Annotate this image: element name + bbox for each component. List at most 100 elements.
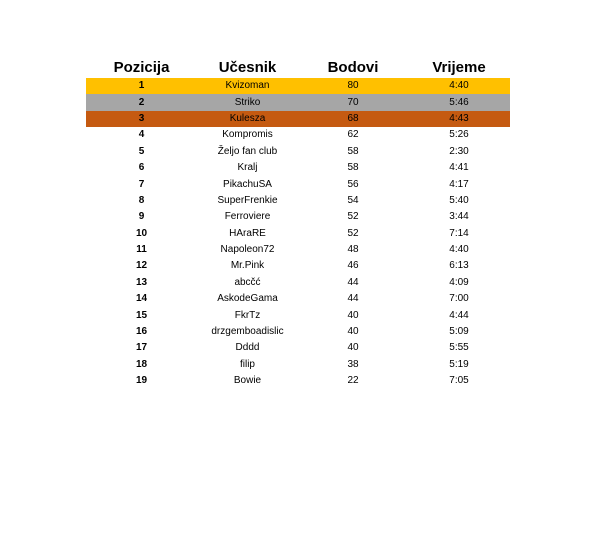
cell-participant: Kvizoman (225, 80, 270, 92)
results-table: Pozicija Učesnik Bodovi Vrijeme 1 Kvizoma… (86, 56, 510, 389)
cell-points: 80 (347, 80, 359, 92)
table-row: 13 abcčć 44 4:09 (86, 275, 510, 291)
cell-participant: Striko (234, 96, 261, 108)
table-row: 8 SuperFrenkie 54 5:40 (86, 193, 510, 209)
cell-points: 40 (347, 309, 359, 321)
cell-position: 8 (138, 194, 145, 206)
header-participant: Učesnik (218, 59, 277, 76)
cell-points: 48 (347, 244, 359, 256)
cell-points: 54 (347, 194, 359, 206)
cell-position: 1 (138, 80, 145, 92)
cell-time: 5:09 (449, 326, 469, 338)
table-row: 16 drzgemboadislic 40 5:09 (86, 324, 510, 340)
cell-points: 52 (347, 211, 359, 223)
table-row: 17 Dddd 40 5:55 (86, 340, 510, 356)
cell-position: 17 (135, 342, 148, 354)
cell-position: 3 (138, 112, 145, 124)
table-row: 5 Željo fan club 58 2:30 (86, 144, 510, 160)
cell-points: 56 (347, 178, 359, 190)
table-row: 18 filip 38 5:19 (86, 357, 510, 373)
cell-time: 5:46 (449, 96, 469, 108)
cell-position: 4 (138, 129, 145, 141)
cell-participant: Napoleon72 (220, 244, 275, 256)
table-row: 3 Kulesza 68 4:43 (86, 110, 510, 128)
cell-participant: HAraRE (229, 227, 266, 239)
cell-participant: Željo fan club (217, 145, 278, 157)
cell-points: 62 (347, 129, 359, 141)
cell-time: 4:41 (449, 162, 469, 174)
cell-participant: PikachuSA (223, 178, 272, 190)
cell-participant: abcčć (234, 276, 261, 288)
cell-participant: Kompromis (222, 129, 273, 141)
cell-participant: filip (239, 358, 255, 370)
cell-time: 4:17 (449, 178, 469, 190)
cell-points: 22 (347, 375, 359, 387)
cell-position: 5 (138, 145, 145, 157)
cell-participant: Kulesza (229, 112, 266, 124)
cell-participant: Kralj (237, 162, 258, 174)
table-row: 1 Kvizoman 80 4:40 (86, 78, 510, 95)
cell-time: 4:09 (449, 276, 469, 288)
cell-points: 40 (347, 342, 359, 354)
table-row: 19 Bowie 22 7:05 (86, 373, 510, 389)
table-row: 15 FkrTz 40 4:44 (86, 307, 510, 323)
cell-points: 58 (347, 162, 359, 174)
table-header: Pozicija Učesnik Bodovi Vrijeme (86, 56, 510, 78)
cell-points: 70 (347, 96, 359, 108)
cell-position: 15 (135, 309, 148, 321)
cell-time: 4:40 (449, 244, 469, 256)
cell-points: 46 (347, 260, 359, 272)
table-row: 7 PikachuSA 56 4:17 (86, 176, 510, 192)
table-row: 9 Ferroviere 52 3:44 (86, 209, 510, 225)
cell-points: 52 (347, 227, 359, 239)
cell-time: 7:00 (449, 293, 469, 305)
cell-participant: Dddd (235, 342, 260, 354)
cell-position: 6 (138, 162, 145, 174)
table-row: 10 HAraRE 52 7:14 (86, 226, 510, 242)
table-row: 14 AskodeGama 44 7:00 (86, 291, 510, 307)
cell-time: 4:44 (449, 309, 469, 321)
cell-position: 9 (138, 211, 145, 223)
cell-position: 2 (138, 96, 145, 108)
cell-points: 44 (347, 276, 359, 288)
cell-time: 3:44 (449, 211, 469, 223)
cell-position: 7 (138, 178, 145, 190)
table-row: 2 Striko 70 5:46 (86, 94, 510, 111)
cell-position: 19 (135, 375, 148, 387)
cell-time: 7:14 (449, 227, 469, 239)
header-position: Pozicija (113, 59, 170, 76)
cell-participant: Mr.Pink (230, 260, 265, 272)
cell-time: 4:43 (449, 112, 469, 124)
cell-position: 10 (135, 227, 148, 239)
cell-participant: AskodeGama (217, 293, 278, 305)
cell-position: 16 (135, 326, 148, 338)
cell-time: 4:40 (449, 80, 469, 92)
cell-time: 5:26 (449, 129, 469, 141)
header-points: Bodovi (327, 59, 379, 76)
table-row: 12 Mr.Pink 46 6:13 (86, 258, 510, 274)
cell-points: 58 (347, 145, 359, 157)
cell-time: 5:55 (449, 342, 469, 354)
table-body: 1 Kvizoman 80 4:40 2 Striko 70 5:46 3 Kulesza 68 4:… (86, 78, 510, 389)
cell-points: 38 (347, 358, 359, 370)
table-row: 6 Kralj 58 4:41 (86, 160, 510, 176)
table-row: 4 Kompromis 62 5:26 (86, 127, 510, 143)
cell-time: 7:05 (449, 375, 469, 387)
table-row: 11 Napoleon72 48 4:40 (86, 242, 510, 258)
cell-position: 12 (135, 260, 148, 272)
cell-points: 68 (347, 112, 359, 124)
cell-points: 40 (347, 326, 359, 338)
cell-position: 13 (135, 276, 148, 288)
cell-participant: Ferroviere (224, 211, 271, 223)
cell-position: 14 (135, 293, 148, 305)
cell-participant: drzgemboadislic (211, 326, 284, 338)
cell-time: 5:40 (449, 194, 469, 206)
cell-participant: SuperFrenkie (217, 194, 278, 206)
cell-time: 2:30 (449, 145, 469, 157)
cell-participant: FkrTz (234, 309, 261, 321)
cell-time: 5:19 (449, 358, 469, 370)
cell-position: 11 (136, 244, 147, 256)
cell-participant: Bowie (233, 375, 262, 387)
cell-points: 44 (347, 293, 359, 305)
header-time: Vrijeme (432, 59, 486, 76)
